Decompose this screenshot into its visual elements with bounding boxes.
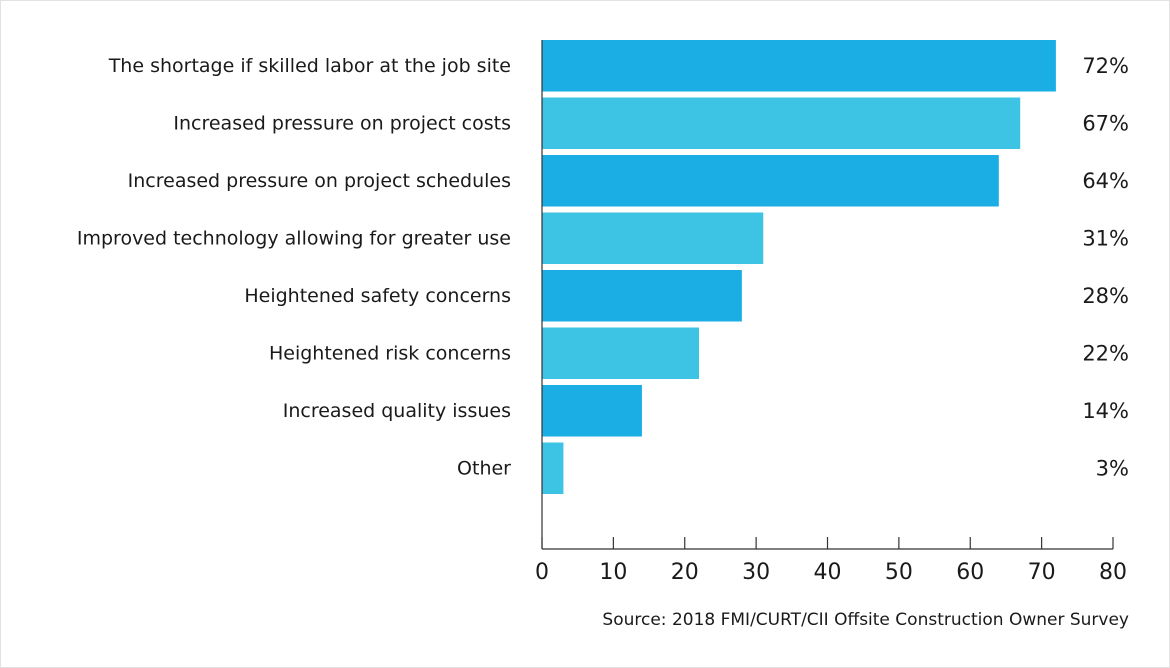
x-tick-label: 30: [742, 560, 770, 585]
category-label: Improved technology allowing for greater…: [77, 227, 511, 249]
category-label: Heightened safety concerns: [244, 285, 511, 307]
category-label: Increased pressure on project costs: [173, 112, 511, 134]
value-label: 67%: [1082, 111, 1129, 135]
bar-increased-pressure-on-project-costs: [542, 97, 1021, 149]
x-tick-label: 70: [1028, 560, 1056, 585]
bar-increased-quality-issues: [542, 385, 642, 437]
category-label: The shortage if skilled labor at the job…: [108, 55, 511, 77]
bar-other: [542, 442, 564, 494]
category-label: Increased quality issues: [283, 400, 511, 422]
x-tick-label: 20: [671, 560, 699, 585]
category-label: Other: [457, 457, 511, 479]
x-axis-ticks: 0 10 20 30 40 50 60 70 80: [535, 537, 1127, 585]
value-label: 3%: [1096, 456, 1129, 480]
value-label: 14%: [1082, 399, 1129, 423]
x-tick-label: 10: [599, 560, 627, 585]
bar-increased-pressure-on-project-schedules: [542, 155, 999, 207]
category-label: Increased pressure on project schedules: [128, 170, 511, 192]
x-tick-label: 50: [885, 560, 913, 585]
bar-improved-technology-allowing-for-greater-use: [542, 212, 764, 264]
category-label: Heightened risk concerns: [269, 342, 511, 364]
value-label: 72%: [1082, 54, 1129, 78]
category-labels: The shortage if skilled labor at the job…: [77, 55, 511, 480]
value-label: 22%: [1082, 341, 1129, 365]
value-label: 28%: [1082, 284, 1129, 308]
bars-group: [542, 40, 1056, 494]
x-tick-label: 0: [535, 560, 549, 585]
x-tick-label: 40: [814, 560, 842, 585]
source-note: Source: 2018 FMI/CURT/CII Offsite Constr…: [602, 610, 1129, 630]
x-tick-label: 60: [956, 560, 984, 585]
bar-heightened-safety-concerns: [542, 270, 742, 322]
value-labels: 72% 67% 64% 31% 28% 22% 14% 3%: [1082, 54, 1129, 481]
x-tick-label: 80: [1099, 560, 1127, 585]
value-label: 64%: [1082, 169, 1129, 193]
bar-the-shortage-if-skilled-labor-at-the-job-site: [542, 40, 1056, 92]
value-label: 31%: [1082, 226, 1129, 250]
bar-heightened-risk-concerns: [542, 327, 700, 379]
